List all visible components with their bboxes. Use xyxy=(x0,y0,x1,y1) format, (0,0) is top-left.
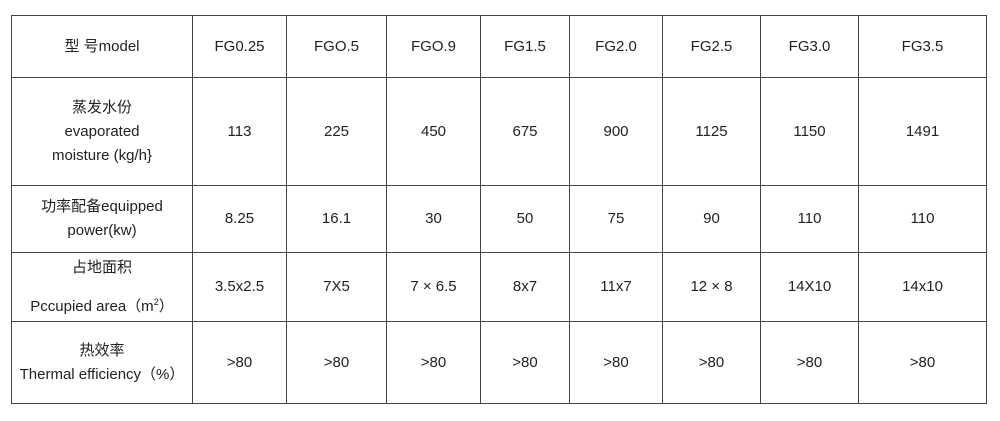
label-en: moisture (kg/h} xyxy=(51,146,153,164)
value-cell: 3.5x2.5 xyxy=(192,252,287,322)
value-cell: >80 xyxy=(192,321,287,404)
label-en: Thermal efficiency（%） xyxy=(19,365,185,383)
model-cell: FG3.5 xyxy=(858,15,987,78)
value-cell: >80 xyxy=(286,321,387,404)
value-cell: 675 xyxy=(480,77,570,186)
model-cell: FG0.25 xyxy=(192,15,287,78)
label-text: Pccupied area（m xyxy=(30,297,154,315)
value-cell: 900 xyxy=(569,77,663,186)
value-cell: 16.1 xyxy=(286,185,387,253)
value-cell: >80 xyxy=(662,321,761,404)
model-cell: FG2.0 xyxy=(569,15,663,78)
spec-table: 型 号model FG0.25 FGO.5 FGO.9 FG1.5 FG2.0 … xyxy=(11,15,987,404)
value-cell: 14X10 xyxy=(760,252,859,322)
value-cell: 11x7 xyxy=(569,252,663,322)
label-en: evaporated xyxy=(64,122,140,140)
label-en: power(kw) xyxy=(67,222,137,239)
label-en: Pccupied area（m2） xyxy=(12,290,192,319)
label-cn: 占地面积 xyxy=(71,258,132,276)
value-cell: 30 xyxy=(386,185,481,253)
model-cell: FG3.0 xyxy=(760,15,859,78)
value-cell: 110 xyxy=(858,185,987,253)
header-row: 型 号model FG0.25 FGO.5 FGO.9 FG1.5 FG2.0 … xyxy=(11,15,987,78)
value-cell: >80 xyxy=(858,321,987,404)
table-row-thermal-efficiency: 热效率 Thermal efficiency（%） >80 >80 >80 >8… xyxy=(11,321,987,404)
value-cell: 7X5 xyxy=(286,252,387,322)
value-cell: 90 xyxy=(662,185,761,253)
value-cell: 12 × 8 xyxy=(662,252,761,322)
value-cell: 450 xyxy=(386,77,481,186)
row-label: 占地面积 Pccupied area（m2） xyxy=(11,252,193,322)
value-cell: 14x10 xyxy=(858,252,987,322)
superscript: 2 xyxy=(153,296,159,307)
row-label: 蒸发水份 evaporated moisture (kg/h} xyxy=(11,77,193,186)
value-cell: 50 xyxy=(480,185,570,253)
value-cell: 1150 xyxy=(760,77,859,186)
label-text: ） xyxy=(158,297,174,315)
model-cell: FGO.9 xyxy=(386,15,481,78)
value-cell: 1491 xyxy=(858,77,987,186)
value-cell: 75 xyxy=(569,185,663,253)
label-cn: 蒸发水份 xyxy=(71,98,132,116)
value-cell: >80 xyxy=(760,321,859,404)
model-cell: FG1.5 xyxy=(480,15,570,78)
table-row-equipped-power: 功率配备equipped power(kw) 8.25 16.1 30 50 7… xyxy=(11,185,987,253)
value-cell: 225 xyxy=(286,77,387,186)
model-cell: FG2.5 xyxy=(662,15,761,78)
value-cell: 1125 xyxy=(662,77,761,186)
value-cell: >80 xyxy=(480,321,570,404)
value-cell: 8.25 xyxy=(192,185,287,253)
table-row-occupied-area: 占地面积 Pccupied area（m2） 3.5x2.5 7X5 7 × 6… xyxy=(11,252,987,322)
table-row-evaporated-moisture: 蒸发水份 evaporated moisture (kg/h} 113 225 … xyxy=(11,77,987,186)
value-cell: 113 xyxy=(192,77,287,186)
label-cn: 功率配备equipped xyxy=(41,198,163,215)
value-cell: 110 xyxy=(760,185,859,253)
row-label: 功率配备equipped power(kw) xyxy=(11,185,193,253)
value-cell: >80 xyxy=(386,321,481,404)
model-label: 型 号model xyxy=(11,15,193,78)
row-label: 热效率 Thermal efficiency（%） xyxy=(11,321,193,404)
value-cell: >80 xyxy=(569,321,663,404)
value-cell: 8x7 xyxy=(480,252,570,322)
model-cell: FGO.5 xyxy=(286,15,387,78)
value-cell: 7 × 6.5 xyxy=(386,252,481,322)
label-cn: 热效率 xyxy=(79,341,125,359)
